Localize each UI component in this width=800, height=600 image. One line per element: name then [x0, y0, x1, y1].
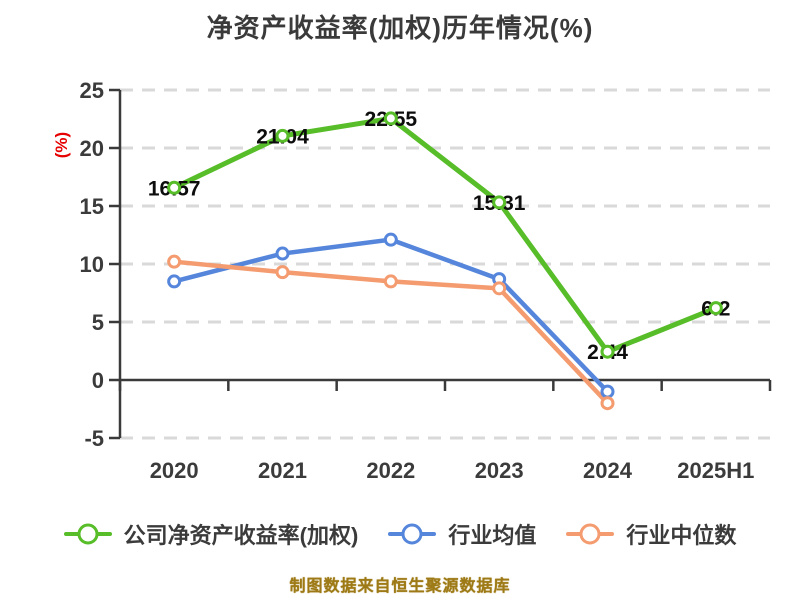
y-tick-label: 20 [80, 136, 104, 161]
data-point-marker [383, 232, 398, 247]
y-tick-label: 25 [80, 78, 104, 103]
legend-item-company-roe[interactable]: 公司净资产收益率(加权) [63, 518, 359, 550]
legend-line-marker-icon [63, 523, 112, 545]
data-point-marker [708, 301, 723, 316]
data-point-marker [167, 254, 182, 269]
legend-line-marker-icon [566, 523, 615, 545]
x-tick-label: 2020 [150, 458, 199, 483]
data-point-marker [600, 344, 615, 359]
legend-circle-marker-icon [77, 523, 99, 545]
y-tick-label: 10 [80, 252, 104, 277]
data-point-marker [600, 396, 615, 411]
data-point-marker [492, 195, 507, 210]
x-tick-label: 2021 [258, 458, 307, 483]
legend-label: 行业均值 [448, 523, 537, 548]
data-point-marker [383, 111, 398, 126]
x-tick-label: 2025H1 [677, 458, 754, 483]
data-point-marker [275, 128, 290, 143]
legend-circle-marker-icon [401, 523, 423, 545]
x-tick-label: 2022 [366, 458, 415, 483]
data-point-marker [600, 384, 615, 399]
data-point-marker [492, 281, 507, 296]
legend-item-industry-median[interactable]: 行业中位数 [566, 518, 736, 550]
data-point-marker [167, 274, 182, 289]
chart-title: 净资产收益率(加权)历年情况(%) [206, 13, 594, 43]
legend: 公司净资产收益率(加权) 行业均值 行业中位数 [0, 518, 800, 550]
series-line-0 [171, 115, 719, 355]
data-point-marker [275, 246, 290, 261]
legend-line-marker-icon [388, 523, 437, 545]
y-tick-label: -5 [84, 426, 104, 451]
x-tick-label: 2023 [475, 458, 524, 483]
y-tick-label: 0 [92, 368, 104, 393]
legend-circle-marker-icon [579, 523, 601, 545]
data-point-marker [383, 274, 398, 289]
data-point-marker [275, 265, 290, 280]
x-tick-label: 2024 [583, 458, 633, 483]
data-source-note: 制图数据来自恒生聚源数据库 [289, 578, 511, 595]
y-tick-label: 15 [80, 194, 104, 219]
data-point-marker [167, 180, 182, 195]
legend-item-industry-mean[interactable]: 行业均值 [388, 518, 536, 550]
legend-label: 公司净资产收益率(加权) [123, 523, 359, 548]
y-tick-label: 5 [92, 310, 104, 335]
legend-label: 行业中位数 [626, 523, 737, 548]
